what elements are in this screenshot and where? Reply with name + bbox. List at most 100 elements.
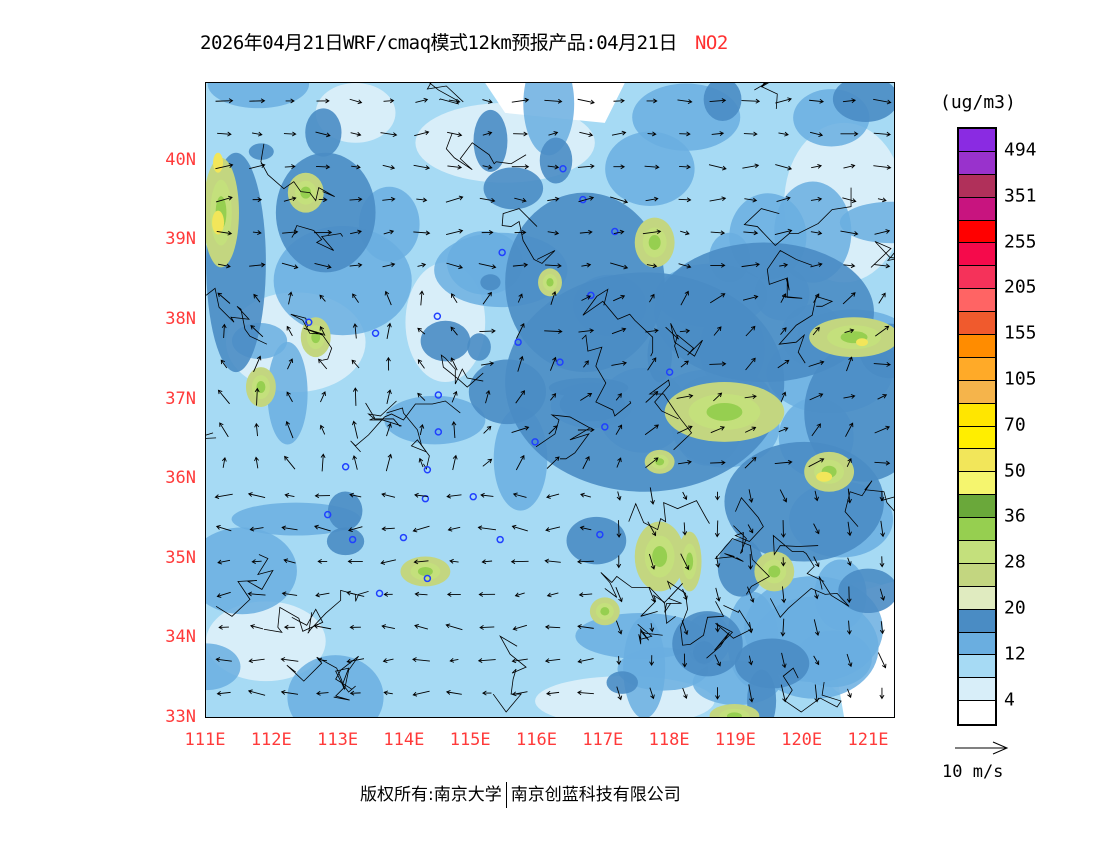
province-boundary bbox=[778, 295, 834, 364]
high-concentration-area bbox=[548, 377, 629, 398]
wind-arrow bbox=[452, 454, 458, 471]
wind-arrow bbox=[874, 263, 891, 269]
city-marker bbox=[433, 312, 442, 321]
wind-arrow bbox=[386, 389, 392, 404]
legend-swatch bbox=[959, 312, 995, 336]
wind-arrow bbox=[610, 196, 629, 204]
lon-tick-label: 114E bbox=[383, 730, 425, 750]
wind-arrow bbox=[642, 229, 662, 235]
province-boundary bbox=[628, 500, 710, 531]
wind-arrow bbox=[779, 489, 788, 503]
wind-arrow bbox=[813, 556, 820, 568]
wind-arrow bbox=[447, 131, 463, 138]
wind-arrow bbox=[878, 292, 886, 304]
wind-arrow bbox=[382, 196, 396, 202]
wind-arrow bbox=[285, 98, 295, 104]
wind-arrow bbox=[316, 98, 330, 104]
wind-arrow bbox=[676, 393, 694, 399]
wind-arrow bbox=[873, 362, 892, 367]
province-boundary bbox=[648, 379, 693, 451]
wind-arrow bbox=[814, 490, 819, 502]
wind-arrow bbox=[546, 592, 559, 598]
wind-arrow bbox=[480, 492, 494, 498]
wind-arrow bbox=[347, 526, 363, 533]
wind-arrow bbox=[649, 655, 655, 667]
wind-arrow bbox=[616, 491, 622, 501]
wind-arrow bbox=[710, 230, 726, 236]
legend-label: 4 bbox=[1004, 689, 1015, 710]
wind-arrow bbox=[879, 588, 886, 601]
wind-arrow bbox=[482, 99, 493, 104]
wind-arrow bbox=[748, 489, 754, 503]
wind-arrow bbox=[249, 163, 266, 170]
wind-arrow bbox=[847, 521, 852, 537]
wind-arrow bbox=[314, 230, 333, 235]
wind-arrow bbox=[808, 360, 825, 367]
legend-swatch bbox=[959, 151, 995, 175]
wind-arrow bbox=[846, 458, 852, 467]
wind-arrow bbox=[546, 456, 560, 469]
wind-arrow bbox=[450, 326, 458, 336]
wind-arrow bbox=[713, 326, 722, 336]
wind-arrow bbox=[249, 98, 266, 104]
province-boundary bbox=[637, 623, 663, 645]
wind-arrow bbox=[417, 327, 426, 335]
wind-arrow bbox=[412, 525, 430, 533]
province-boundary bbox=[365, 400, 402, 427]
province-boundary bbox=[844, 480, 894, 527]
wind-arrow bbox=[873, 131, 891, 137]
wind-arrow bbox=[613, 229, 625, 235]
wind-arrow bbox=[644, 424, 659, 436]
wind-arrow bbox=[316, 690, 329, 696]
wind-arrow bbox=[645, 390, 659, 403]
wind-arrow bbox=[216, 691, 231, 696]
wind-arrow bbox=[283, 624, 295, 630]
wind-arrow bbox=[247, 591, 266, 597]
wind-arrow bbox=[386, 356, 391, 371]
wind-arrow bbox=[682, 589, 688, 601]
wind-arrow bbox=[481, 230, 494, 235]
wind-arrow bbox=[647, 131, 657, 137]
legend-label: 70 bbox=[1004, 414, 1026, 436]
wind-arrow bbox=[346, 590, 365, 597]
footer-divider bbox=[505, 782, 507, 808]
wind-arrow bbox=[744, 456, 757, 469]
wind-arrow bbox=[446, 493, 462, 499]
wind-arrow bbox=[708, 164, 727, 171]
wind-arrow bbox=[512, 492, 527, 498]
wind-arrow bbox=[449, 558, 459, 564]
wind-arrow bbox=[873, 98, 892, 105]
wind-arrow bbox=[251, 559, 262, 564]
wind-arrow bbox=[546, 691, 560, 696]
legend-swatch bbox=[959, 472, 995, 496]
lon-tick-label: 121E bbox=[847, 730, 889, 750]
lon-tick-label: 120E bbox=[781, 730, 823, 750]
copyright-footer: 版权所有:南京大学 南京创蓝科技有限公司 bbox=[360, 780, 681, 808]
wind-arrow bbox=[550, 393, 557, 401]
province-boundary bbox=[666, 580, 725, 646]
wind-arrow bbox=[846, 620, 852, 635]
wind-arrow bbox=[445, 623, 463, 631]
wind-arrow bbox=[649, 623, 655, 633]
wind-arrow bbox=[680, 230, 690, 236]
city-marker bbox=[531, 438, 539, 446]
wind-arrow bbox=[879, 556, 885, 568]
wind-arrow bbox=[679, 164, 691, 170]
wind-arrow bbox=[511, 97, 530, 103]
lon-tick-label: 112E bbox=[250, 730, 292, 750]
wind-arrow bbox=[511, 524, 528, 532]
wind-arrow bbox=[216, 230, 233, 236]
high-concentration-area bbox=[717, 538, 764, 597]
wind-arrow bbox=[616, 656, 622, 666]
wind-arrow bbox=[648, 586, 656, 603]
wind-arrow bbox=[413, 559, 429, 565]
wind-arrow bbox=[512, 624, 527, 631]
wind-arrow bbox=[381, 526, 395, 532]
city-marker bbox=[665, 368, 674, 376]
title-text: 2026年04月21日WRF/cmaq模式12km预报产品:04月21日 bbox=[200, 32, 677, 54]
lat-tick-label: 37N bbox=[165, 388, 196, 409]
province-boundary bbox=[260, 143, 335, 202]
province-boundary bbox=[440, 354, 484, 388]
wind-arrow bbox=[381, 624, 395, 630]
no2-peak bbox=[212, 210, 225, 235]
